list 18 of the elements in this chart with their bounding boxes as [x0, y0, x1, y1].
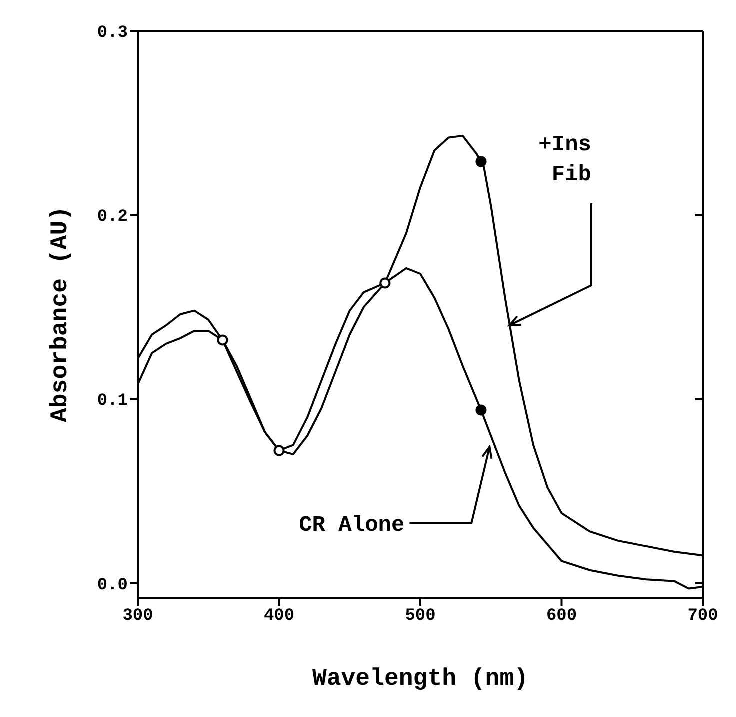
y-tick-label: 0.3 [97, 24, 128, 44]
x-tick-label: 500 [405, 607, 436, 626]
point [476, 404, 487, 416]
y-tick-label: 0.2 [97, 208, 128, 228]
annotation: +Ins Fib [538, 132, 592, 188]
x-tick-label: 600 [546, 607, 578, 626]
x-axis-title: Wavelength (nm) [312, 666, 529, 694]
point [476, 156, 487, 168]
x-tick-label: 700 [688, 607, 718, 626]
annotation: CR Alone [299, 513, 405, 538]
point [274, 445, 285, 456]
point [217, 334, 228, 346]
y-tick-label: 0.1 [97, 392, 128, 412]
x-tick-label: 400 [264, 607, 295, 626]
x-tick-label: 300 [122, 607, 154, 626]
y-tick-label: 0.0 [97, 576, 128, 596]
point [380, 278, 391, 289]
y-axis-title: Absorbance (AU) [48, 206, 75, 423]
